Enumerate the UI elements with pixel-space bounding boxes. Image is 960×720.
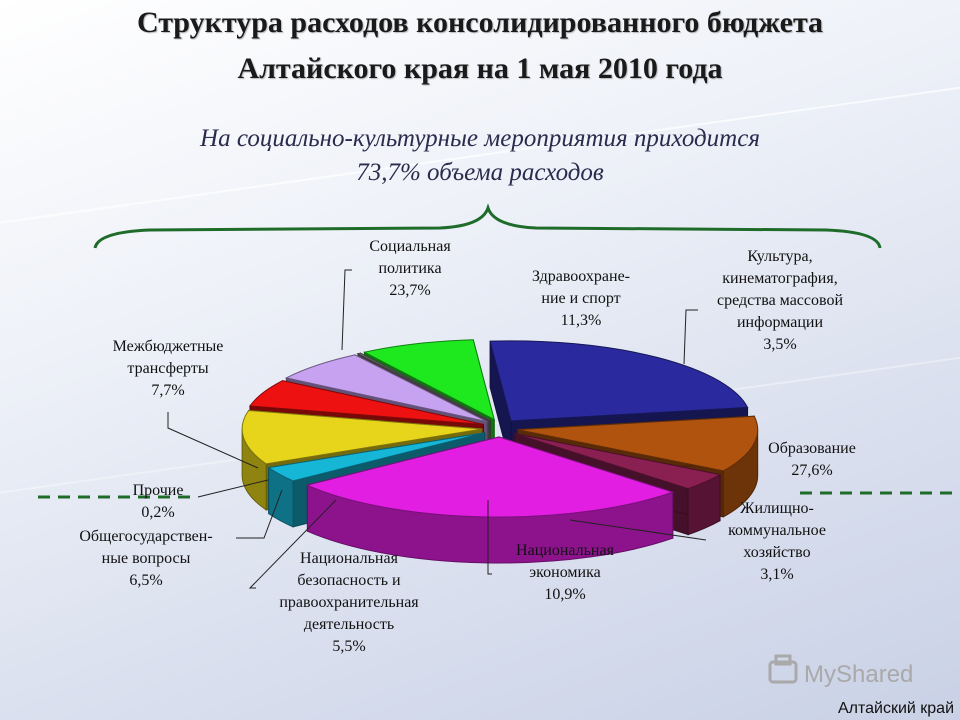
pie-slice-top-social-policy bbox=[489, 340, 749, 422]
leader-line-social-policy bbox=[341, 269, 352, 351]
leader-line-housing bbox=[569, 519, 707, 541]
label-national-security: Национальная безопасность и правоохранител… bbox=[279, 550, 419, 655]
pie-slice-top-education bbox=[305, 436, 675, 518]
pie-slice-top-healthcare bbox=[517, 415, 759, 472]
title-line-2: Алтайского края на 1 мая 2010 года bbox=[237, 52, 723, 85]
pie-slice-education bbox=[305, 436, 675, 564]
pie-slice-top-housing bbox=[267, 432, 485, 482]
leader-lines bbox=[167, 269, 707, 589]
leader-line-other bbox=[197, 479, 269, 498]
pie-slice-top-general-state bbox=[284, 354, 488, 423]
leader-line-general-state bbox=[236, 489, 283, 539]
pie-slice-top-national-security bbox=[249, 380, 484, 425]
subtitle-line-1: На социально-культурные мероприятия прих… bbox=[200, 125, 760, 152]
label-healthcare: Здравоохране-ние и спорт 11,3% bbox=[532, 268, 630, 329]
leader-line-interbudget bbox=[167, 412, 259, 469]
pie-slices bbox=[241, 339, 759, 564]
pie-slice-top-other bbox=[356, 352, 491, 421]
pie-slice-top-national-economy bbox=[241, 409, 483, 465]
leader-line-national-security bbox=[248, 499, 337, 589]
label-general-state: Общегосударствен-ные вопросы 6,5% bbox=[79, 528, 213, 589]
region-caption: Алтайский край bbox=[837, 700, 954, 717]
myshared-logo: MyShared bbox=[768, 654, 913, 688]
pie-slice-top-culture bbox=[514, 432, 722, 490]
subtitle-line-2: 73,7% объема расходов bbox=[356, 159, 604, 186]
leader-line-culture bbox=[683, 309, 698, 365]
label-social-policy: Социальная политика 23,7% bbox=[369, 238, 451, 299]
pie-slice-top-interbudget bbox=[362, 339, 495, 421]
label-culture: Культура, кинематография, средства массово… bbox=[717, 248, 843, 353]
label-interbudget: Межбюджетные трансферты 7,7% bbox=[112, 338, 224, 399]
label-national-economy: Национальная экономика 10,9% bbox=[516, 542, 614, 603]
curly-brace bbox=[93, 203, 882, 249]
title-line-1: Структура расходов консолидированного бю… bbox=[136, 6, 824, 39]
svg-text:MyShared: MyShared bbox=[804, 661, 913, 688]
leader-line-national-economy bbox=[487, 500, 492, 575]
label-education: Образование 27,6% bbox=[768, 440, 856, 479]
label-other: Прочие 0,2% bbox=[132, 482, 184, 521]
label-housing: Жилищно-коммунальное хозяйство 3,1% bbox=[728, 500, 826, 583]
